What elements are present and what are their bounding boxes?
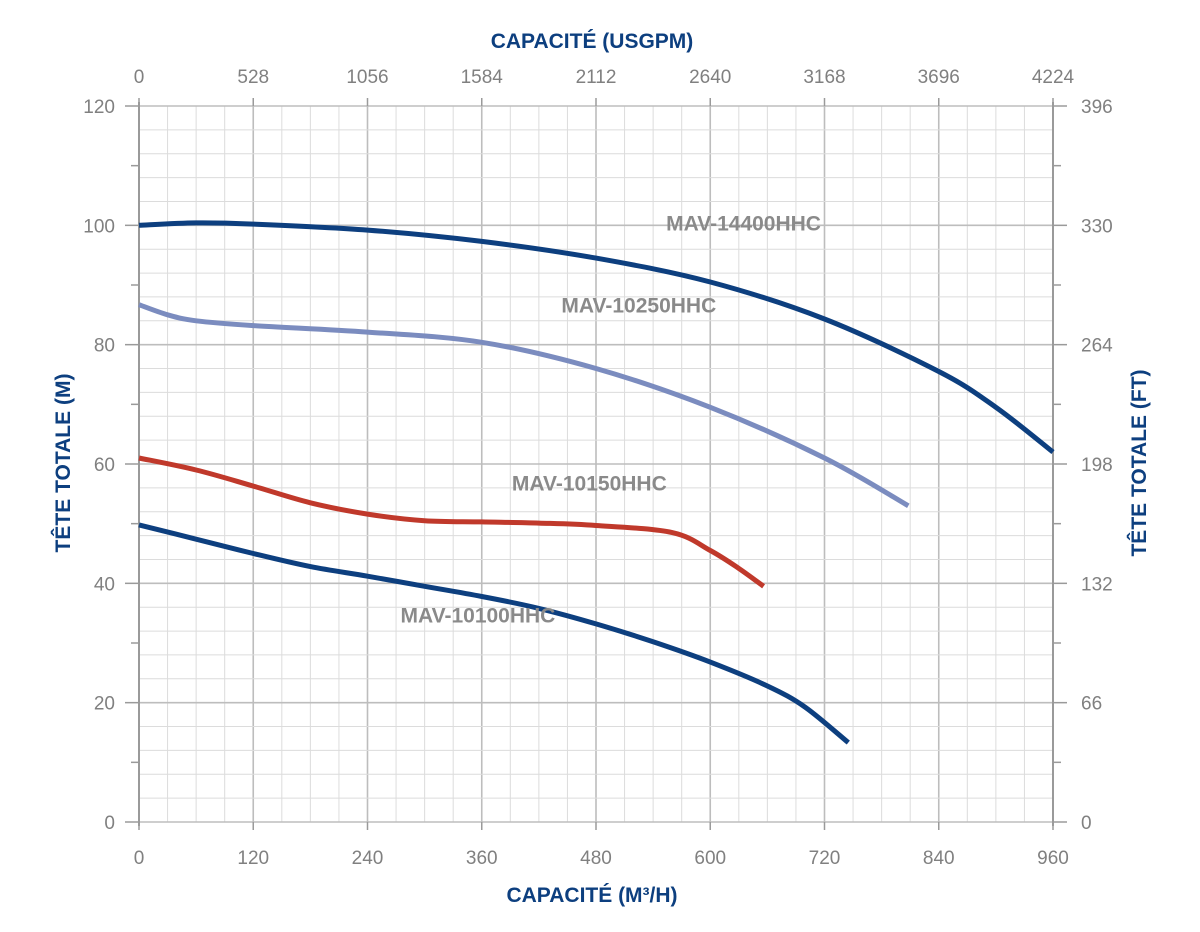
x-bottom-tick-label: 840 xyxy=(923,848,955,869)
y-right-tick-label: 198 xyxy=(1081,455,1113,476)
x-bottom-tick-label: 480 xyxy=(580,848,612,869)
series-label-mav-10150hhc: MAV-10150HHC xyxy=(512,473,667,496)
series-labels: MAV-14400HHC MAV-10250HHC MAV-10150HHC MAV-… xyxy=(401,213,821,628)
x-top-tick-label: 3168 xyxy=(803,67,845,88)
right-axis-title: TÊTE TOTALE (FT) xyxy=(1127,369,1151,556)
x-top-tick-label: 3696 xyxy=(918,67,960,88)
x-bottom-tick-label: 360 xyxy=(466,848,498,869)
series-line-mav-10250hhc xyxy=(138,302,910,508)
x-top-tick-label: 2112 xyxy=(576,67,617,88)
y-left-tick-label: 80 xyxy=(94,336,115,357)
series-lines xyxy=(138,220,1055,745)
plot-frame xyxy=(125,98,1067,830)
x-top-tick-label: 2640 xyxy=(689,67,731,88)
left-axis-title: TÊTE TOTALE (M) xyxy=(51,374,75,553)
series-line-mav-10150hhc xyxy=(138,455,766,589)
y-left-tick-label: 100 xyxy=(83,216,115,237)
y-left-tick-label: 40 xyxy=(94,574,115,595)
y-left-tick-label: 20 xyxy=(94,694,115,715)
y-right-tick-label: 0 xyxy=(1081,813,1092,834)
y-left-tick-label: 60 xyxy=(94,455,115,476)
x-bottom-tick-label: 720 xyxy=(809,848,841,869)
y-right-tick-label: 264 xyxy=(1081,336,1113,357)
series-label-mav-14400hhc: MAV-14400HHC xyxy=(666,213,821,236)
x-top-tick-label: 528 xyxy=(237,67,269,88)
y-right-tick-label: 132 xyxy=(1081,574,1113,595)
y-right-tick-label: 66 xyxy=(1081,694,1102,715)
top-axis-title: CAPACITÉ (USGPM) xyxy=(491,30,694,53)
x-top-tick-label: 0 xyxy=(134,67,145,88)
y-right-tick-label: 396 xyxy=(1081,97,1113,118)
series-line-mav-10100hhc xyxy=(138,522,850,745)
series-line-mav-14400hhc xyxy=(138,220,1055,455)
x-top-tick-label: 4224 xyxy=(1032,67,1075,88)
x-bottom-tick-label: 0 xyxy=(134,848,145,869)
x-bottom-tick-label: 960 xyxy=(1037,848,1069,869)
x-top-tick-label: 1056 xyxy=(346,67,388,88)
grid xyxy=(138,105,1054,823)
y-right-tick-label: 330 xyxy=(1081,216,1113,237)
x-bottom-tick-label: 600 xyxy=(694,848,726,869)
y-left-tick-label: 120 xyxy=(83,97,115,118)
y-left-tick-label: 0 xyxy=(104,813,115,834)
series-label-mav-10100hhc: MAV-10100HHC xyxy=(401,605,556,628)
series-label-mav-10250hhc: MAV-10250HHC xyxy=(561,294,716,317)
x-top-tick-label: 1584 xyxy=(461,67,504,88)
bottom-axis-title: CAPACITÉ (M³/H) xyxy=(506,884,677,907)
x-bottom-tick-label: 120 xyxy=(237,848,269,869)
x-bottom-tick-label: 240 xyxy=(352,848,384,869)
